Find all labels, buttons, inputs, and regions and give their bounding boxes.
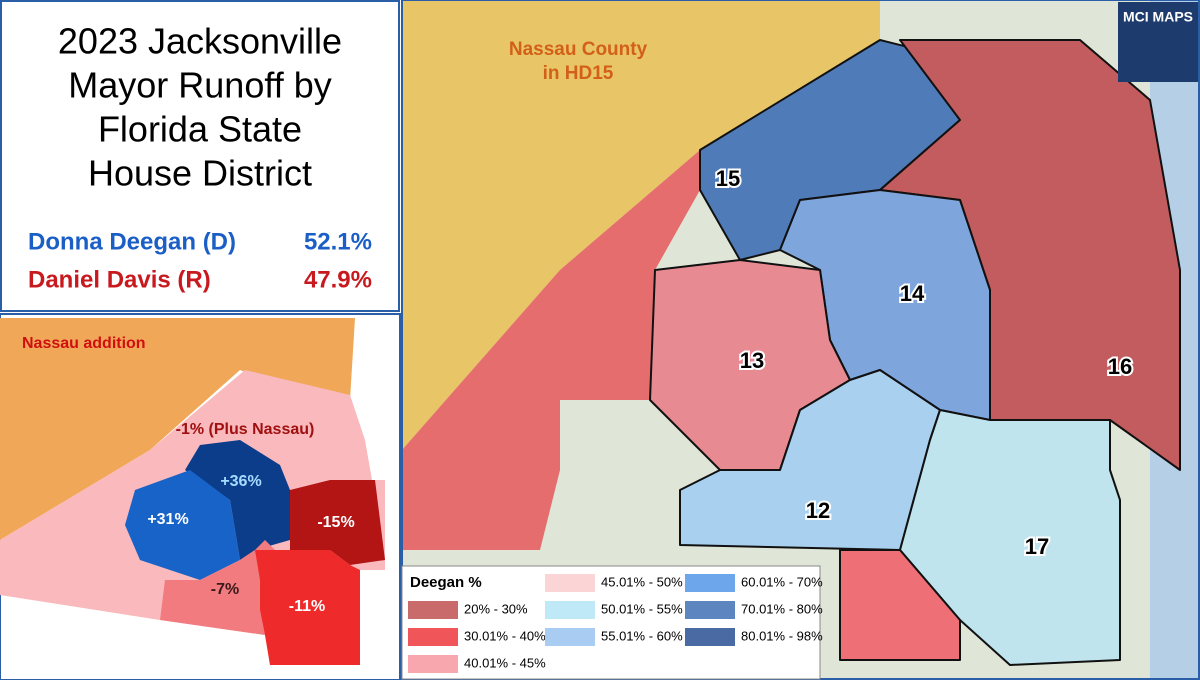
district-label: 13 [740,348,764,373]
legend-swatch [685,628,735,646]
map-annotation: Nassau County [509,39,648,60]
legend-label: 20% - 30% [464,601,528,616]
legend-swatch [408,655,458,673]
hd15-west [402,150,700,550]
district-label: 15 [716,166,740,191]
inset-district-label: +31% [147,511,188,528]
title-line: 2023 Jacksonville [58,21,342,62]
south-area [839,549,961,661]
map-annotation: in HD15 [543,63,614,84]
inset-map: Nassau addition [0,313,401,680]
inset-labels: -1% (Plus Nassau) +36% +31% -15% -7% -11% [147,421,354,615]
logo: MCI MAPS [1123,9,1193,25]
legend-title: Deegan % [410,574,482,591]
district-label: 17 [1025,534,1049,559]
legend: 20% - 30% 30.01% - 40% 40.01% - 45% 45.01% … [408,574,823,673]
legend-label: 70.01% - 80% [741,601,823,616]
district-label: 14 [900,281,925,306]
district-17 [899,409,1121,666]
legend-swatch [685,601,735,619]
legend-label: 50.01% - 55% [601,601,683,616]
legend-swatch [545,574,595,592]
results: Donna Deegan (D) 52.1% Daniel Davis (R) 47.… [28,228,372,293]
title-panel [0,0,400,312]
inset-district [125,470,240,580]
legend-label: 40.01% - 45% [464,655,546,670]
title-line: Florida State [98,109,302,150]
inset-district-label: -15% [317,514,354,531]
title-line: Mayor Runoff by [68,65,331,106]
district-label: 16 [1108,354,1132,379]
inset-district [290,480,385,565]
legend-swatch [408,601,458,619]
legend-label: 60.01% - 70% [741,574,823,589]
inset-district-label: -1% (Plus Nassau) [176,421,315,438]
inset-district-label: -7% [211,581,239,598]
legend-swatch [545,628,595,646]
inset-district-label: +36% [220,473,261,490]
inset-district [255,550,360,665]
logo-box [1118,2,1198,82]
map-labels: Nassau County in HD15 15 14 13 16 12 17 [509,39,1134,561]
legend-swatch [408,628,458,646]
legend-swatch [685,574,735,592]
candidate-name: Daniel Davis (R) [28,266,211,293]
legend-label: 55.01% - 60% [601,628,683,643]
inset-district-label: -11% [289,598,325,615]
candidate-share: 47.9% [304,266,372,293]
legend-box [401,565,821,680]
legend-label: 80.01% - 98% [741,628,823,643]
inset-district [160,540,280,635]
legend-swatch [545,601,595,619]
candidate-share: 52.1% [304,228,372,255]
inset-heading: Nassau addition [22,335,146,352]
title-line: House District [88,153,312,194]
district-label: 12 [806,498,830,523]
legend-label: 30.01% - 40% [464,628,546,643]
candidate-name: Donna Deegan (D) [28,228,236,255]
nassau-region [0,318,355,540]
inset-district [185,440,290,560]
legend-label: 45.01% - 50% [601,574,683,589]
